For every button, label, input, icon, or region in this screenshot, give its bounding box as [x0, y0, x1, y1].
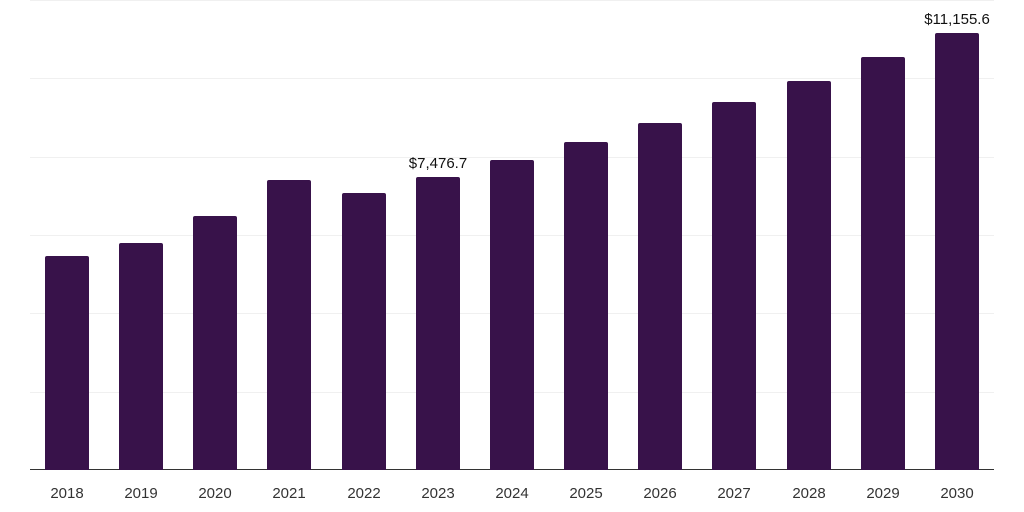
bar-2023[interactable] — [416, 177, 460, 470]
data-label: $11,155.6 — [924, 11, 990, 28]
x-tick-label: 2018 — [50, 485, 84, 502]
bar-2025[interactable] — [564, 142, 608, 470]
x-tick-label: 2030 — [940, 485, 974, 502]
x-tick-label: 2027 — [717, 485, 751, 502]
bar-2029[interactable] — [861, 57, 905, 470]
x-tick-label: 2020 — [198, 485, 232, 502]
x-tick-label: 2029 — [866, 485, 900, 502]
data-label: $7,476.7 — [408, 155, 468, 172]
bar-2020[interactable] — [193, 216, 237, 470]
bar-2026[interactable] — [638, 123, 682, 470]
x-tick-label: 2023 — [421, 485, 455, 502]
bar-2018[interactable] — [45, 256, 89, 470]
bar-2021[interactable] — [267, 180, 311, 470]
bar-2030[interactable] — [935, 33, 979, 470]
x-tick-label: 2028 — [792, 485, 826, 502]
x-tick-label: 2025 — [569, 485, 603, 502]
x-tick-label: 2026 — [643, 485, 677, 502]
x-tick-label: 2022 — [347, 485, 381, 502]
bar-2019[interactable] — [119, 243, 163, 470]
gridline — [30, 78, 994, 79]
x-tick-label: 2019 — [124, 485, 158, 502]
gridline — [30, 0, 994, 1]
bar-2028[interactable] — [787, 81, 831, 470]
bar-2027[interactable] — [712, 102, 756, 470]
bar-2024[interactable] — [490, 160, 534, 470]
bar-2022[interactable] — [342, 193, 386, 470]
x-tick-label: 2024 — [495, 485, 529, 502]
gridline — [30, 157, 994, 158]
x-tick-label: 2021 — [272, 485, 306, 502]
